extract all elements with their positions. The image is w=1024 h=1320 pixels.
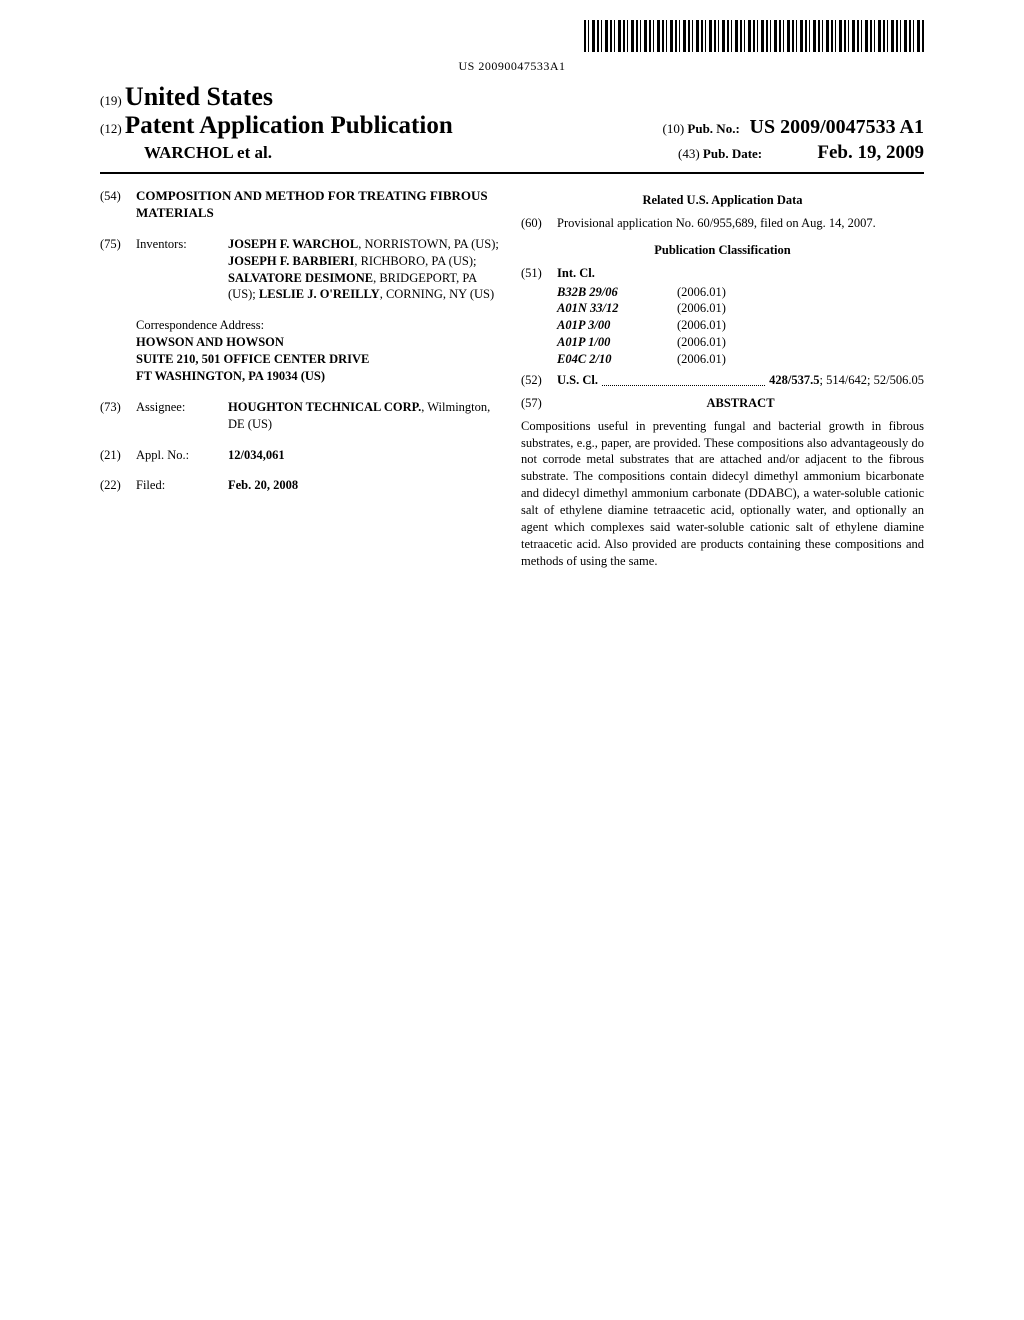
field-54: (54) COMPOSITION AND METHOD FOR TREATING… bbox=[100, 188, 503, 222]
inventor-name-1: JOSEPH F. BARBIERI bbox=[228, 254, 354, 268]
field-21-code: (21) bbox=[100, 447, 136, 464]
field-22: (22) Filed: Feb. 20, 2008 bbox=[100, 477, 503, 494]
field-21-label: Appl. No.: bbox=[136, 447, 228, 464]
country-name: United States bbox=[125, 82, 273, 111]
ipc-table: B32B 29/06(2006.01) A01N 33/12(2006.01) … bbox=[557, 284, 924, 368]
field-52-label: U.S. Cl. bbox=[557, 372, 598, 389]
abstract-text: Compositions useful in preventing fungal… bbox=[521, 418, 924, 570]
ipc-year-3: (2006.01) bbox=[677, 334, 726, 351]
columns: (54) COMPOSITION AND METHOD FOR TREATING… bbox=[100, 188, 924, 570]
inventor-loc-0: NORRISTOWN, PA (US); bbox=[365, 237, 499, 251]
field-75: (75) Inventors: JOSEPH F. WARCHOL, NORRI… bbox=[100, 236, 503, 304]
divider bbox=[100, 172, 924, 174]
field-54-code: (54) bbox=[100, 188, 136, 222]
barcode-graphic bbox=[584, 20, 924, 52]
pub-num: US 2009/0047533 A1 bbox=[750, 116, 924, 138]
corr-line-0: HOWSON AND HOWSON bbox=[136, 334, 503, 351]
inventors-list: JOSEPH F. WARCHOL, NORRISTOWN, PA (US); … bbox=[228, 236, 503, 304]
inventor-loc-1: RICHBORO, PA (US); bbox=[361, 254, 477, 268]
field-60: (60) Provisional application No. 60/955,… bbox=[521, 215, 924, 232]
assignee: HOUGHTON TECHNICAL CORP., Wilmington, DE… bbox=[228, 399, 503, 433]
field-21: (21) Appl. No.: 12/034,061 bbox=[100, 447, 503, 464]
inventor-name-0: JOSEPH F. WARCHOL bbox=[228, 237, 358, 251]
pub-type-wrap: (12) Patent Application Publication bbox=[100, 112, 453, 140]
uscl-rest: ; 514/642; 52/506.05 bbox=[819, 373, 924, 387]
field-52: (52) U.S. Cl. 428/537.5; 514/642; 52/506… bbox=[521, 372, 924, 389]
pub-date-wrap: (43) Pub. Date: Feb. 19, 2009 bbox=[678, 142, 924, 164]
pub-date-code: (43) bbox=[678, 146, 700, 161]
field-73-label: Assignee: bbox=[136, 399, 228, 433]
country-code: (19) bbox=[100, 93, 122, 108]
filed-date: Feb. 20, 2008 bbox=[228, 477, 503, 494]
ipc-row-4: E04C 2/10(2006.01) bbox=[557, 351, 924, 368]
country-line: (19) United States bbox=[100, 82, 924, 112]
ipc-year-4: (2006.01) bbox=[677, 351, 726, 368]
field-57: (57) ABSTRACT bbox=[521, 395, 924, 412]
ipc-row-2: A01P 3/00(2006.01) bbox=[557, 317, 924, 334]
ipc-code-4: E04C 2/10 bbox=[557, 351, 677, 368]
field-54-title: COMPOSITION AND METHOD FOR TREATING FIBR… bbox=[136, 188, 503, 222]
uscl-values: 428/537.5; 514/642; 52/506.05 bbox=[769, 372, 924, 389]
pub-num-wrap: (10) Pub. No.: US 2009/0047533 A1 bbox=[662, 116, 924, 139]
ipc-code-1: A01N 33/12 bbox=[557, 300, 677, 317]
inventor-loc-3: , CORNING, NY (US) bbox=[380, 287, 494, 301]
inventor-name-3: LESLIE J. O'REILLY bbox=[259, 287, 380, 301]
field-60-code: (60) bbox=[521, 215, 557, 232]
ipc-code-2: A01P 3/00 bbox=[557, 317, 677, 334]
pub-num-code: (10) bbox=[662, 121, 684, 136]
left-column: (54) COMPOSITION AND METHOD FOR TREATING… bbox=[100, 188, 503, 570]
ipc-year-1: (2006.01) bbox=[677, 300, 726, 317]
field-52-code: (52) bbox=[521, 372, 557, 389]
barcode-section: US 20090047533A1 bbox=[100, 20, 924, 74]
inventor-name-2: SALVATORE DESIMONE bbox=[228, 271, 373, 285]
field-73: (73) Assignee: HOUGHTON TECHNICAL CORP.,… bbox=[100, 399, 503, 433]
right-column: Related U.S. Application Data (60) Provi… bbox=[521, 188, 924, 570]
related-heading: Related U.S. Application Data bbox=[521, 192, 924, 209]
pub-date-label: Pub. Date: bbox=[703, 146, 762, 161]
uscl-main: 428/537.5 bbox=[769, 373, 819, 387]
field-22-code: (22) bbox=[100, 477, 136, 494]
ipc-year-0: (2006.01) bbox=[677, 284, 726, 301]
field-75-code: (75) bbox=[100, 236, 136, 304]
field-22-label: Filed: bbox=[136, 477, 228, 494]
ipc-row-0: B32B 29/06(2006.01) bbox=[557, 284, 924, 301]
header-block: (19) United States (12) Patent Applicati… bbox=[100, 82, 924, 164]
corr-label: Correspondence Address: bbox=[136, 317, 503, 334]
pub-type: Patent Application Publication bbox=[125, 112, 453, 139]
ipc-year-2: (2006.01) bbox=[677, 317, 726, 334]
pub-type-code: (12) bbox=[100, 121, 122, 136]
field-51-label: Int. Cl. bbox=[557, 265, 924, 282]
authors: WARCHOL et al. bbox=[100, 143, 272, 163]
field-57-code: (57) bbox=[521, 395, 557, 412]
ipc-row-3: A01P 1/00(2006.01) bbox=[557, 334, 924, 351]
corr-line-2: FT WASHINGTON, PA 19034 (US) bbox=[136, 368, 503, 385]
field-73-code: (73) bbox=[100, 399, 136, 433]
correspondence: Correspondence Address: HOWSON AND HOWSO… bbox=[136, 317, 503, 385]
appl-no: 12/034,061 bbox=[228, 447, 503, 464]
author-line: WARCHOL et al. (43) Pub. Date: Feb. 19, … bbox=[100, 142, 924, 164]
corr-line-1: SUITE 210, 501 OFFICE CENTER DRIVE bbox=[136, 351, 503, 368]
ipc-code-0: B32B 29/06 bbox=[557, 284, 677, 301]
ipc-row-1: A01N 33/12(2006.01) bbox=[557, 300, 924, 317]
classif-heading: Publication Classification bbox=[521, 242, 924, 259]
uscl-dots bbox=[602, 372, 765, 386]
ipc-code-3: A01P 1/00 bbox=[557, 334, 677, 351]
assignee-name: HOUGHTON TECHNICAL CORP. bbox=[228, 400, 421, 414]
patent-page: US 20090047533A1 (19) United States (12)… bbox=[0, 0, 1024, 1320]
barcode-text: US 20090047533A1 bbox=[100, 59, 924, 74]
field-75-label: Inventors: bbox=[136, 236, 228, 304]
pub-date: Feb. 19, 2009 bbox=[817, 142, 924, 163]
pub-num-label: Pub. No.: bbox=[687, 121, 739, 136]
field-60-text: Provisional application No. 60/955,689, … bbox=[557, 215, 924, 232]
pub-line: (12) Patent Application Publication (10)… bbox=[100, 112, 924, 140]
field-51: (51) Int. Cl. bbox=[521, 265, 924, 282]
field-51-code: (51) bbox=[521, 265, 557, 282]
abstract-label: ABSTRACT bbox=[557, 395, 924, 412]
